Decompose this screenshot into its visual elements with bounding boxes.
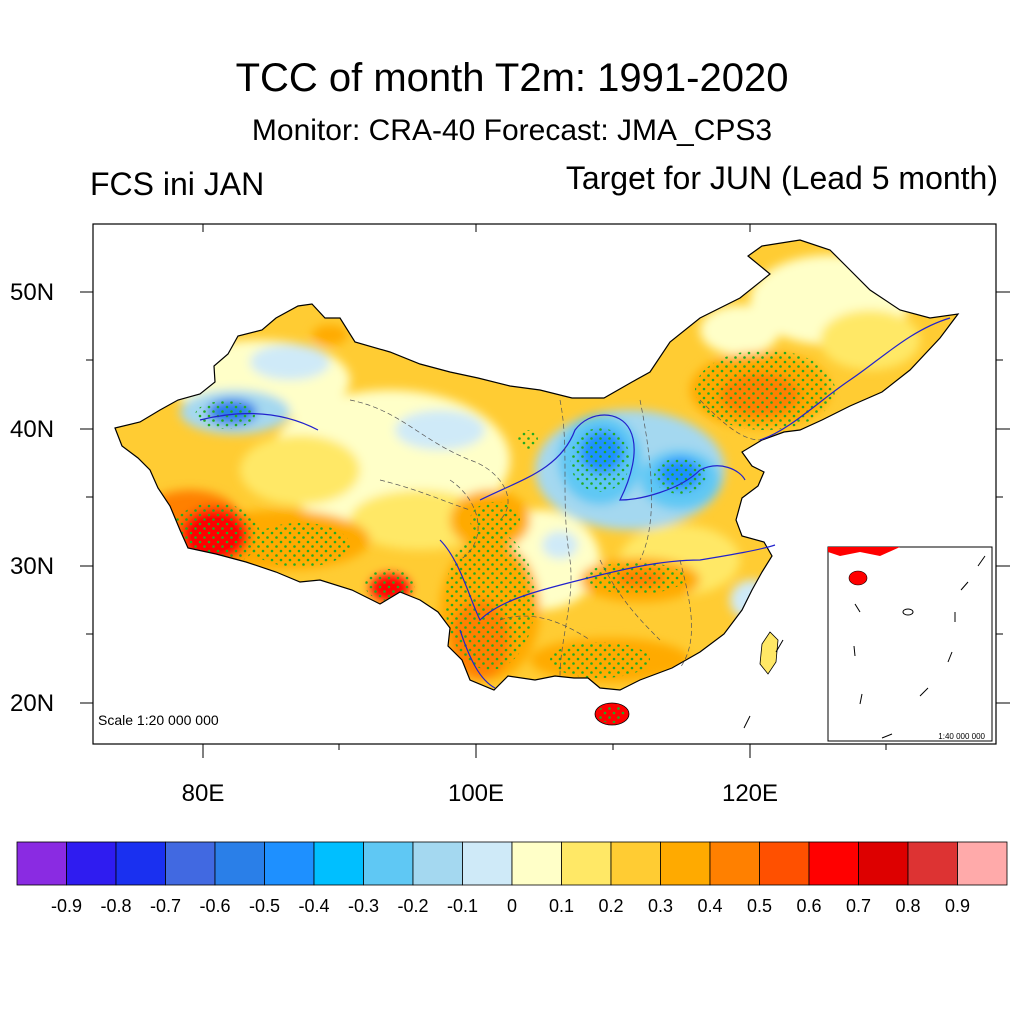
colorbar-tick-label: 0.9 bbox=[944, 896, 971, 916]
colorbar-swatch bbox=[16, 841, 67, 886]
colorbar-swatch bbox=[462, 841, 513, 886]
chart-subtitle: Monitor: CRA-40 Forecast: JMA_CPS3 bbox=[251, 114, 773, 147]
colorbar-swatch bbox=[115, 841, 166, 886]
colorbar-tick-label: -0.9 bbox=[50, 896, 83, 916]
colorbar-swatch bbox=[759, 841, 810, 886]
inset-scale-text: 1:40 000 000 bbox=[938, 732, 985, 741]
colorbar-tick-label: 0.2 bbox=[598, 896, 624, 916]
colorbar-tick-label: -0.3 bbox=[347, 896, 380, 916]
colorbar-swatch bbox=[412, 841, 463, 886]
colorbar-tick-label: -0.2 bbox=[397, 896, 429, 916]
colorbar-tick-label: 0.8 bbox=[895, 896, 921, 916]
colorbar-swatch bbox=[214, 841, 265, 886]
axis-ticks bbox=[80, 224, 1010, 758]
lon-label-80e: 80E bbox=[181, 780, 225, 807]
left-label: FCS ini JAN bbox=[90, 166, 265, 202]
colorbar-tick-label: 0 bbox=[506, 896, 518, 916]
colorbar-swatch bbox=[363, 841, 414, 886]
lat-label-40n: 40N bbox=[10, 416, 55, 443]
south-china-sea-inset: 1:40 000 000 bbox=[827, 546, 993, 742]
colorbar-tick-label: -0.1 bbox=[446, 896, 479, 916]
colorbar-swatch bbox=[165, 841, 216, 886]
colorbar-swatch bbox=[709, 841, 760, 886]
colorbar-tick-label: -0.7 bbox=[149, 896, 182, 916]
rivers bbox=[199, 317, 951, 689]
lat-label-20n: 20N bbox=[10, 690, 55, 717]
chart-title: TCC of month T2m: 1991-2020 bbox=[235, 56, 789, 100]
colorbar-swatch bbox=[264, 841, 315, 886]
colorbar-tick-label: 0.5 bbox=[746, 896, 773, 916]
colorbar-swatch bbox=[808, 841, 859, 886]
colorbar-swatch bbox=[858, 841, 909, 886]
colorbar bbox=[16, 841, 1008, 886]
right-label: Target for JUN (Lead 5 month) bbox=[565, 160, 998, 196]
colorbar-tick-label: -0.4 bbox=[298, 896, 330, 916]
colorbar-swatch bbox=[66, 841, 117, 886]
colorbar-tick-label: 0.1 bbox=[548, 896, 575, 916]
colorbar-tick-label: 0.3 bbox=[647, 896, 674, 916]
colorbar-tick-label: -0.5 bbox=[248, 896, 281, 916]
colorbar-swatch bbox=[907, 841, 958, 886]
nine-dash-line bbox=[743, 639, 784, 729]
colorbar-swatch bbox=[511, 841, 562, 886]
scale-text: Scale 1:20 000 000 bbox=[98, 712, 219, 728]
lon-label-120e: 120E bbox=[721, 780, 779, 807]
lat-label-50n: 50N bbox=[10, 279, 55, 306]
province-borders bbox=[349, 399, 761, 677]
colorbar-swatch bbox=[610, 841, 661, 886]
colorbar-swatch bbox=[957, 841, 1008, 886]
colorbar-tick-label: -0.8 bbox=[100, 896, 132, 916]
colorbar-swatch bbox=[561, 841, 612, 886]
lon-label-100e: 100E bbox=[447, 780, 505, 807]
colorbar-tick-label: 0.7 bbox=[845, 896, 872, 916]
colorbar-tick-label: 0.6 bbox=[796, 896, 822, 916]
colorbar-tick-label: -0.6 bbox=[199, 896, 231, 916]
colorbar-tick-label: 0.4 bbox=[697, 896, 723, 916]
colorbar-swatch bbox=[660, 841, 711, 886]
taiwan-island bbox=[759, 631, 779, 675]
lat-label-30n: 30N bbox=[10, 553, 55, 580]
colorbar-swatch bbox=[313, 841, 364, 886]
